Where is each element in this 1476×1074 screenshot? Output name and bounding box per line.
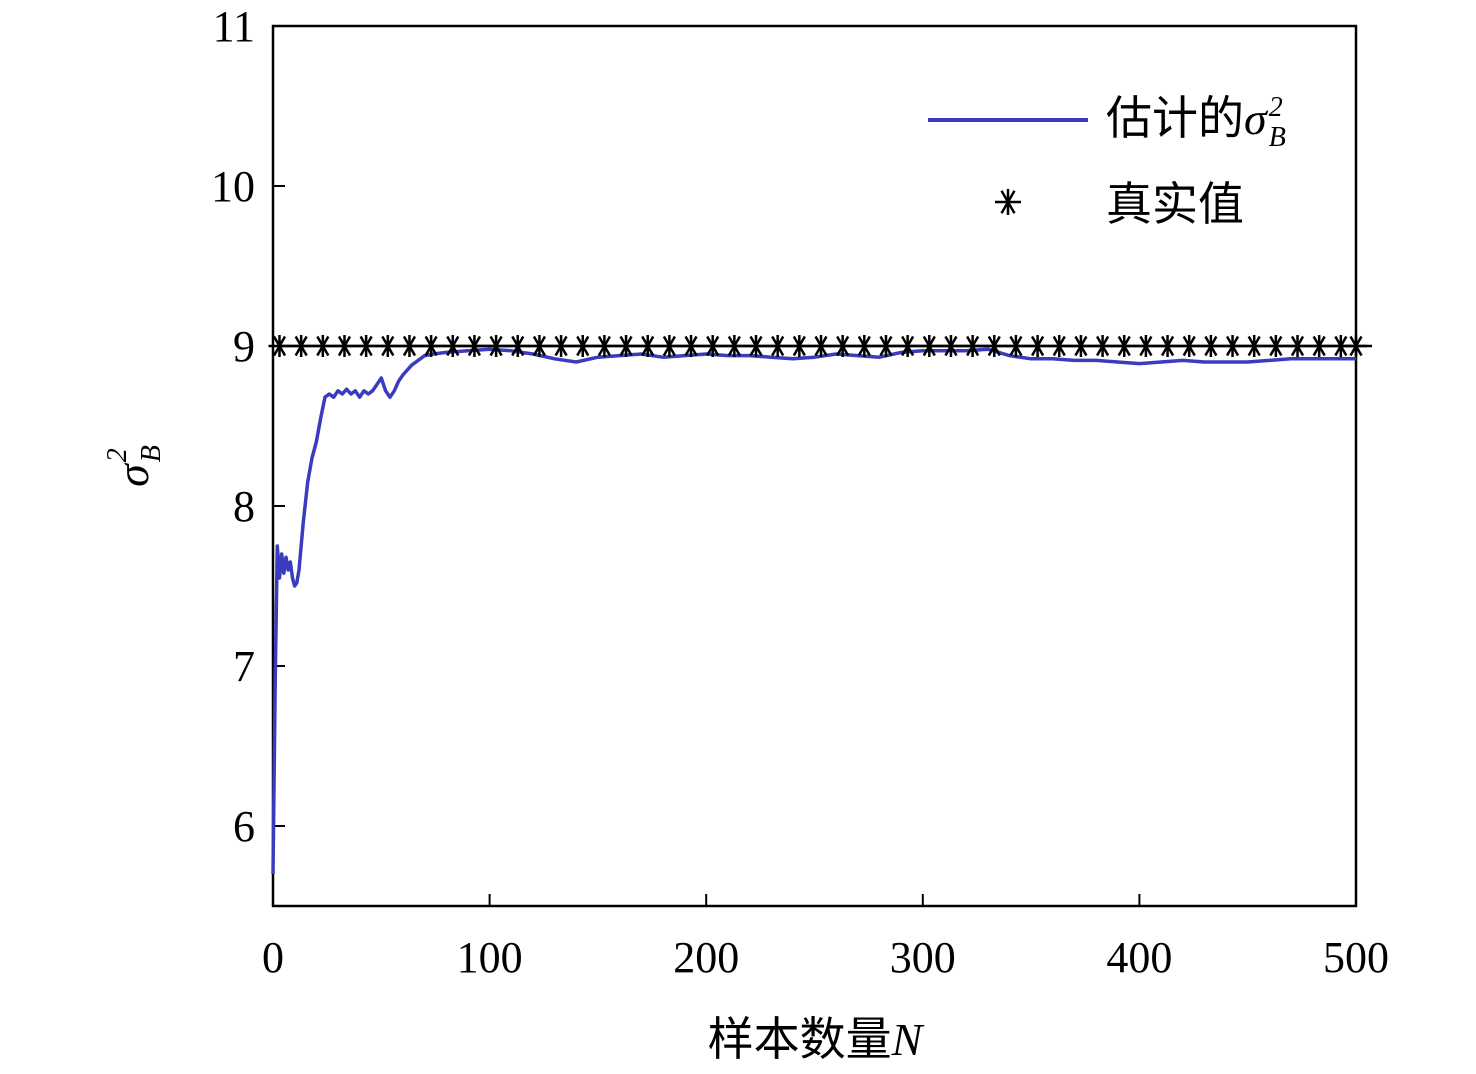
x-tick-label: 200 (673, 933, 739, 982)
true-value-marker (550, 335, 573, 357)
true-value-marker (896, 335, 919, 357)
y-tick-label: 6 (233, 802, 255, 851)
true-value-marker (268, 335, 291, 357)
true-value-marker (1221, 335, 1244, 357)
true-value-marker (1178, 335, 1201, 357)
true-value-marker (961, 335, 984, 357)
true-value-marker (809, 335, 832, 357)
x-tick-label: 500 (1323, 933, 1389, 982)
true-value-marker (680, 335, 703, 357)
true-value-marker (528, 335, 551, 357)
true-value-marker (636, 335, 659, 357)
true-value-marker (918, 335, 941, 357)
x-tick-label: 300 (890, 933, 956, 982)
true-value-marker (1048, 335, 1071, 357)
y-tick-label: 10 (211, 162, 255, 211)
legend-marker-asterisk (995, 189, 1021, 215)
true-value-marker (1091, 335, 1114, 357)
x-tick-label: 400 (1106, 933, 1172, 982)
true-value-marker (311, 335, 334, 357)
true-value-marker (723, 335, 746, 357)
true-value-marker (1243, 335, 1266, 357)
true-value-marker (983, 335, 1006, 357)
true-value-marker (1134, 335, 1157, 357)
true-value-marker (1026, 335, 1049, 357)
true-value-marker (831, 335, 854, 357)
true-value-marker (1004, 335, 1027, 357)
true-value-marker (571, 335, 594, 357)
true-value-marker (376, 335, 399, 357)
true-value-marker (1156, 335, 1179, 357)
true-value-marker (788, 335, 811, 357)
true-value-marker (1345, 335, 1367, 357)
true-value-marker (355, 335, 378, 357)
x-tick-label: 0 (262, 933, 284, 982)
true-value-marker (766, 335, 789, 357)
y-tick-label: 7 (233, 642, 255, 691)
true-value-marker (1264, 335, 1287, 357)
ticks: 0 100 200 300 400 500 6 7 8 9 10 11 (211, 2, 1389, 982)
true-value-marker (463, 335, 486, 357)
svg-text:σ2B: σ2 B (102, 445, 167, 487)
true-value-marker (939, 335, 962, 357)
true-value-marker (853, 335, 876, 357)
true-value-marker (745, 335, 768, 357)
true-value-marker (658, 335, 681, 357)
y-tick-label: 9 (233, 322, 255, 371)
legend: 估计的σ2 B 真实值 (928, 92, 1286, 230)
y-tick-label: 8 (233, 482, 255, 531)
true-value-marker (593, 335, 616, 357)
true-value-marker (290, 335, 313, 357)
true-value-marker (874, 335, 897, 357)
true-value-marker (441, 335, 464, 357)
true-value-marker (420, 335, 443, 357)
true-value-marker (1286, 335, 1309, 357)
plot-frame (271, 24, 1358, 908)
true-value-marker (333, 335, 356, 357)
true-value-marker (485, 335, 508, 357)
true-value-marker (1069, 335, 1092, 357)
estimate-series-line (271, 347, 1356, 875)
series-layer (268, 335, 1372, 875)
true-value-marker (701, 335, 724, 357)
true-value-marker (615, 335, 638, 357)
true-value-marker (1113, 335, 1136, 357)
legend-label-estimate: 估计的σ2 B (1106, 92, 1286, 153)
true-value-marker (1308, 335, 1331, 357)
y-axis-label: σ2 B (102, 445, 167, 487)
true-value-marker (1199, 335, 1222, 357)
x-axis-label: 样本数量N (708, 1014, 925, 1065)
true-value-marker (506, 335, 529, 357)
true-value-marker (398, 335, 421, 357)
x-tick-label: 100 (457, 933, 523, 982)
y-tick-label: 11 (213, 2, 255, 51)
legend-label-true-value: 真实值 (1106, 179, 1244, 230)
